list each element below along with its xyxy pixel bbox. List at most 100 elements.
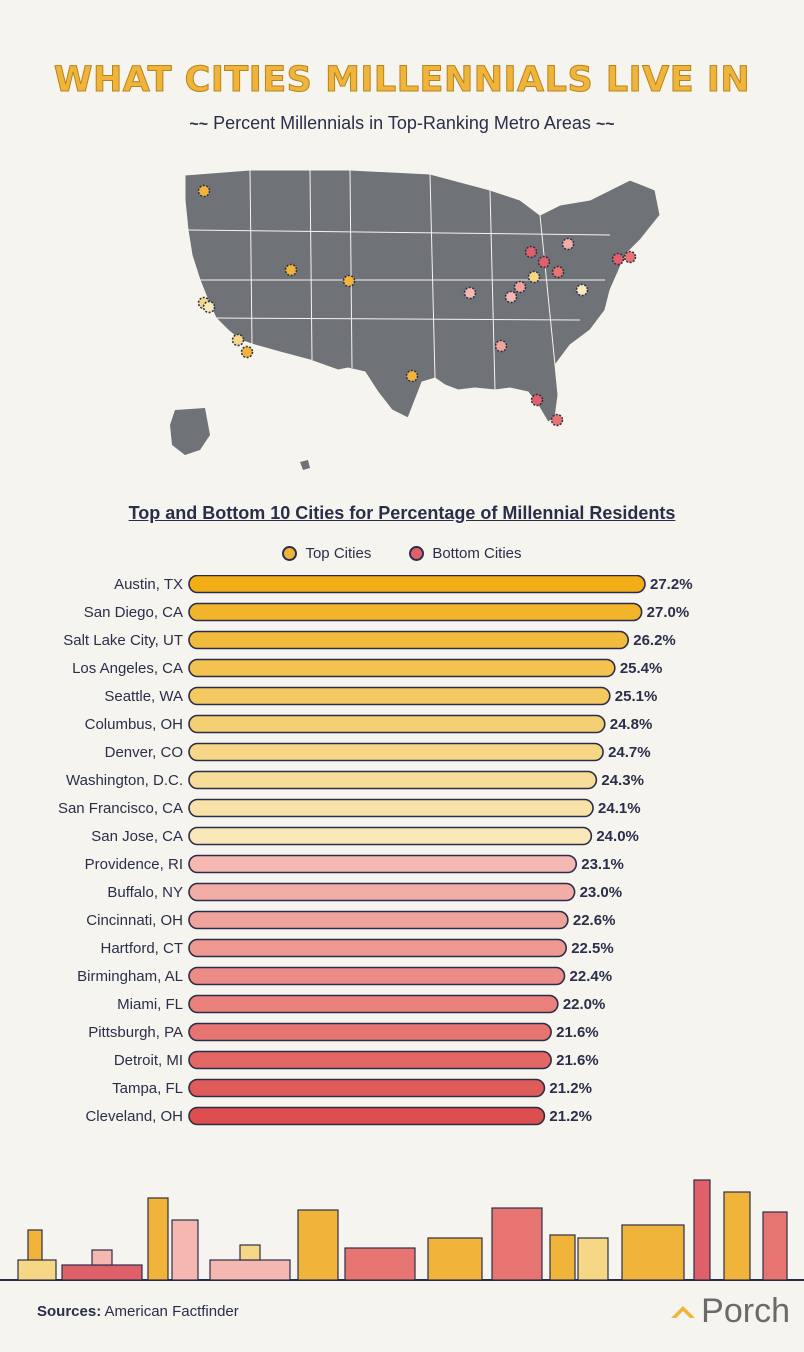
marker-st-louis: [463, 286, 477, 300]
bar-category-label: Detroit, MI: [114, 1052, 183, 1069]
bar-value-label: 27.2%: [650, 576, 693, 593]
marker-louisville: [504, 290, 518, 304]
bar-value-label: 21.2%: [549, 1080, 592, 1097]
state-borders: [187, 169, 611, 391]
skyline-buildings: [17, 1179, 788, 1281]
wave-left-icon: ~~: [189, 116, 209, 133]
bar-value-label: 22.5%: [571, 940, 614, 957]
bar-top: [188, 602, 643, 622]
page-subtitle: ~~ Percent Millennials in Top-Ranking Me…: [0, 113, 804, 134]
marker-denver: [342, 274, 356, 288]
legend-top: Top Cities: [282, 545, 371, 562]
bar-chart: Austin, TX 27.2% San Diego, CA 27.0% Salt La…: [58, 575, 693, 1126]
sources-line: Sources: American Factfinder: [37, 1303, 239, 1320]
bar-bottom: [188, 1078, 546, 1098]
bar-value-label: 22.6%: [573, 912, 616, 929]
contiguous-us-shape: [184, 169, 661, 423]
legend-bottom-dot-icon: [409, 546, 425, 561]
marker-providence: [623, 250, 637, 264]
bar-value-label: 21.2%: [549, 1108, 592, 1125]
marker-washington-dc: [575, 283, 589, 297]
bar-bottom: [188, 938, 568, 958]
marker-seattle: [197, 184, 211, 198]
bar-top: [188, 686, 611, 706]
marker-cleveland: [537, 255, 551, 269]
subtitle-text: Percent Millennials in Top-Ranking Metro…: [213, 113, 591, 133]
bar-category-label: Miami, FL: [117, 996, 183, 1013]
bar-category-label: Buffalo, NY: [107, 884, 183, 901]
chart-legend: Top Cities Bottom Cities: [0, 545, 804, 562]
bar-top: [188, 714, 606, 734]
us-map: [170, 169, 661, 470]
bar-bottom: [188, 882, 576, 902]
bar-bottom: [188, 994, 559, 1014]
hawaii-shape: [300, 460, 310, 470]
bar-bottom: [188, 1050, 552, 1070]
bar-category-label: Cincinnati, OH: [86, 912, 183, 929]
marker-hartford: [611, 252, 625, 266]
city-markers: [197, 184, 637, 427]
bar-value-label: 23.1%: [581, 856, 624, 873]
marker-buffalo: [561, 237, 575, 251]
porch-roof-icon: [671, 1305, 696, 1318]
bar-top: [188, 630, 630, 650]
bar-value-label: 25.1%: [615, 688, 658, 705]
marker-pittsburgh: [551, 265, 565, 279]
bar-value-label: 21.6%: [556, 1052, 599, 1069]
bar-top: [188, 826, 593, 846]
bar-category-label: Austin, TX: [114, 576, 183, 593]
bar-value-label: 23.0%: [580, 884, 623, 901]
sources-value: American Factfinder: [104, 1303, 239, 1320]
bar-bottom: [188, 1022, 552, 1042]
marker-columbus: [527, 270, 541, 284]
marker-austin: [405, 369, 419, 383]
bar-category-label: Salt Lake City, UT: [63, 632, 183, 649]
bar-bottom: [188, 966, 566, 986]
marker-detroit: [524, 245, 538, 259]
bar-bottom: [188, 1106, 546, 1126]
bar-top: [188, 742, 604, 762]
bar-top: [188, 658, 616, 678]
marker-birmingham: [494, 339, 508, 353]
bar-category-label: Hartford, CT: [100, 940, 183, 957]
bar-bottom: [188, 910, 569, 930]
wave-right-icon: ~~: [595, 116, 615, 133]
marker-salt-lake-city: [284, 263, 298, 277]
marker-tampa: [530, 393, 544, 407]
bar-category-label: San Jose, CA: [91, 828, 183, 845]
brand-name: Porch: [701, 1292, 790, 1330]
bar-category-label: Washington, D.C.: [66, 772, 183, 789]
bar-category-label: San Francisco, CA: [58, 800, 183, 817]
bar-top: [188, 575, 646, 594]
legend-bottom: Bottom Cities: [409, 545, 522, 562]
bar-value-label: 24.0%: [596, 828, 639, 845]
bar-value-label: 24.8%: [610, 716, 653, 733]
bar-value-label: 24.1%: [598, 800, 641, 817]
bar-value-label: 26.2%: [633, 632, 676, 649]
bar-top: [188, 798, 594, 818]
bar-category-label: Denver, CO: [105, 744, 183, 761]
bar-category-label: San Diego, CA: [84, 604, 183, 621]
bar-category-label: Cleveland, OH: [85, 1108, 183, 1125]
bar-category-label: Columbus, OH: [85, 716, 183, 733]
page-title: What Cities Millennials Live In: [53, 60, 751, 101]
bar-category-label: Tampa, FL: [112, 1080, 183, 1097]
chart-title: Top and Bottom 10 Cities for Percentage …: [128, 503, 676, 523]
bar-top: [188, 770, 598, 790]
bar-value-label: 22.0%: [563, 996, 606, 1013]
bar-value-label: 27.0%: [647, 604, 690, 621]
marker-san-diego: [240, 345, 254, 359]
bar-value-label: 24.7%: [608, 744, 651, 761]
legend-top-label: Top Cities: [305, 545, 372, 562]
legend-top-dot-icon: [282, 546, 298, 561]
bar-category-label: Pittsburgh, PA: [88, 1024, 183, 1041]
bar-category-label: Birmingham, AL: [77, 968, 183, 985]
alaska-shape: [170, 408, 210, 455]
porch-logo: Porch: [669, 1292, 790, 1331]
legend-bottom-label: Bottom Cities: [432, 545, 522, 562]
bar-value-label: 24.3%: [601, 772, 644, 789]
bar-bottom: [188, 854, 578, 874]
bar-value-label: 22.4%: [570, 968, 613, 985]
sources-label: Sources:: [37, 1303, 102, 1320]
marker-cincinnati: [513, 280, 527, 294]
